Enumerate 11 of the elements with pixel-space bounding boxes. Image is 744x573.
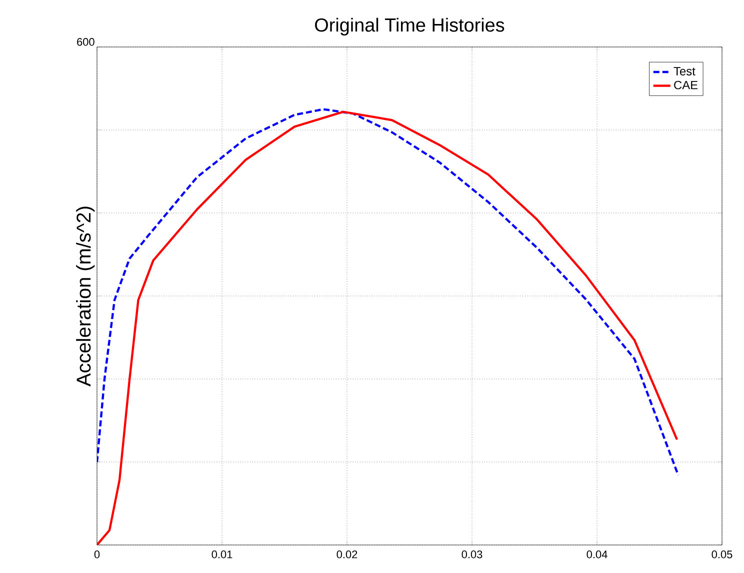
legend-label: CAE bbox=[674, 80, 698, 90]
x-tick-label: 0 bbox=[94, 550, 100, 558]
x-tick-label: 0.02 bbox=[336, 550, 358, 558]
x-tick-label: 0.04 bbox=[586, 550, 608, 558]
x-tick-label: 0.03 bbox=[462, 550, 482, 558]
text: 600 bbox=[77, 38, 94, 46]
x-tick-label: 0.05 bbox=[712, 550, 732, 558]
legend-label: Test bbox=[674, 67, 696, 76]
y-axis-title: Acceleration (m/s^2) bbox=[76, 206, 95, 386]
chart-title: Original Time Histories bbox=[315, 18, 504, 36]
x-tick-label: 0.01 bbox=[212, 550, 232, 558]
